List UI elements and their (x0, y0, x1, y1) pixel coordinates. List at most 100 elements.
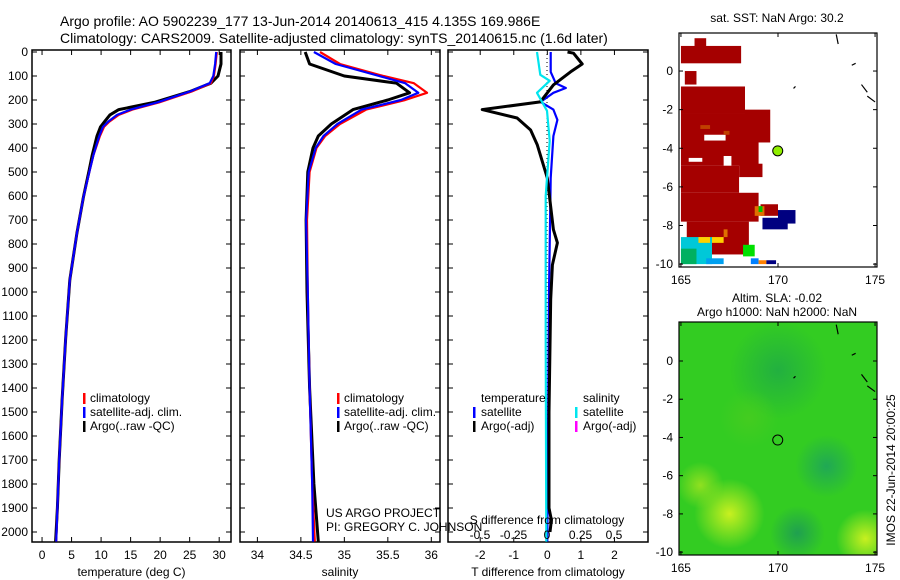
sst-cell (750, 258, 759, 265)
sst-cell (680, 165, 740, 193)
sla-map-title-line2: Argo h1000: NaN h2000: NaN (697, 305, 857, 319)
x-tick-label: 5 (68, 548, 75, 562)
y-tick-label: 1200 (1, 333, 28, 347)
s-tick-label: 0.5 (606, 528, 623, 542)
lat-tick-label: -8 (662, 218, 673, 232)
argo-location-marker (772, 434, 784, 446)
y-tick-label: 1300 (1, 357, 28, 371)
coastline (851, 62, 856, 66)
figure-title-line2: Climatology: CARS2009. Satellite-adjuste… (60, 30, 608, 46)
y-tick-label: 1800 (1, 477, 28, 491)
y-tick-label: 1500 (1, 405, 28, 419)
x-tick-label: 34 (251, 548, 265, 562)
coastline (835, 34, 839, 45)
x-tick-label: 2 (611, 548, 618, 562)
y-tick-label: 500 (8, 165, 28, 179)
sla-blob (679, 461, 724, 509)
sst-cell (723, 130, 730, 135)
sst-cell (758, 260, 767, 265)
coastline (793, 86, 796, 89)
legend-swatch (575, 421, 578, 432)
salinity-line-0 (305, 51, 429, 542)
coastline (835, 324, 839, 335)
lat-tick-label: 0 (666, 354, 673, 368)
salinity-line-2 (303, 51, 412, 542)
y-tick-label: 200 (8, 93, 28, 107)
difference-line-1 (480, 50, 584, 533)
x-tick-label: 25 (183, 548, 197, 562)
s-tick-label: 0 (544, 528, 551, 542)
y-tick-label: 900 (8, 261, 28, 275)
temperature-line-1 (55, 51, 218, 542)
sst-cell (778, 210, 796, 224)
sst-cell (712, 237, 724, 243)
legend-label: satellite-adj. clim. (344, 405, 436, 419)
x-tick-label: 36 (425, 548, 439, 562)
sst-cell (688, 157, 703, 162)
sst-cell (760, 204, 778, 216)
sst-cell (680, 45, 742, 64)
sla-blob (719, 389, 779, 448)
sla-blob (770, 505, 825, 555)
legend-swatch (337, 421, 340, 432)
sla-blob (836, 509, 877, 555)
lat-tick-label: 0 (666, 64, 673, 78)
lon-tick-label: 170 (768, 561, 788, 575)
x-tick-label: 0 (39, 548, 46, 562)
credit-project: US ARGO PROJECT (326, 506, 441, 520)
coastline (866, 95, 876, 103)
x-axis-label: T difference from climatology (471, 565, 625, 579)
lat-tick-label: -2 (662, 392, 673, 406)
sst-cell (680, 248, 697, 265)
sla-map-title-line1: Altim. SLA: -0.02 (732, 291, 822, 305)
y-tick-label: 700 (8, 213, 28, 227)
temperature-line-0 (55, 51, 218, 542)
y-tick-label: 1400 (1, 381, 28, 395)
lon-tick-label: 175 (865, 273, 885, 287)
legend-label: satellite-adj. clim. (90, 405, 182, 419)
lat-tick-label: -10 (656, 257, 674, 271)
sst-cell (758, 206, 763, 212)
sst-cell (739, 177, 765, 193)
lat-tick-label: -10 (656, 545, 674, 559)
legend-swatch (575, 407, 578, 418)
x-tick-label: -2 (475, 548, 486, 562)
legend-label: Argo(-adj) (583, 419, 636, 433)
x-tick-label: 0 (544, 548, 551, 562)
sst-map-field (680, 34, 876, 265)
sla-map-field (679, 322, 877, 555)
sst-cell (694, 38, 707, 48)
y-tick-label: 100 (8, 69, 28, 83)
temperature-profile-frame (31, 49, 232, 543)
legend-label: Argo(-adj) (481, 419, 534, 433)
lat-tick-label: -4 (662, 430, 673, 444)
sst-cell (684, 71, 697, 85)
legend-label: satellite (583, 405, 624, 419)
imos-timestamp: IMOS 22-Jun-2014 20:00:25 (884, 394, 898, 546)
y-tick-label: 600 (8, 189, 28, 203)
difference-line-2 (535, 51, 551, 542)
legend-swatch (83, 407, 86, 418)
sst-map-title: sat. SST: NaN Argo: 30.2 (710, 11, 844, 25)
y-tick-label: 300 (8, 117, 28, 131)
temperature-line-2 (54, 52, 223, 542)
legend-header-temperature: temperature (481, 391, 546, 405)
legend-swatch (83, 421, 86, 432)
x-tick-label: 35 (338, 548, 352, 562)
legend-swatch (337, 393, 340, 404)
lat-tick-label: -6 (662, 180, 673, 194)
sst-cell (766, 260, 777, 265)
y-tick-label: 400 (8, 141, 28, 155)
sst-cell (700, 125, 711, 129)
coastline (866, 385, 876, 393)
salinity-line-1 (305, 51, 420, 542)
legend-label: climatology (344, 391, 404, 405)
s-tick-label: -0.25 (500, 528, 528, 542)
legend-label: satellite (481, 405, 522, 419)
lon-tick-label: 170 (768, 273, 788, 287)
sst-cell (698, 237, 711, 243)
y-tick-label: 0 (21, 45, 28, 59)
sst-cell (723, 229, 728, 238)
sst-cell (739, 163, 763, 178)
x-tick-label: 35.5 (376, 548, 400, 562)
